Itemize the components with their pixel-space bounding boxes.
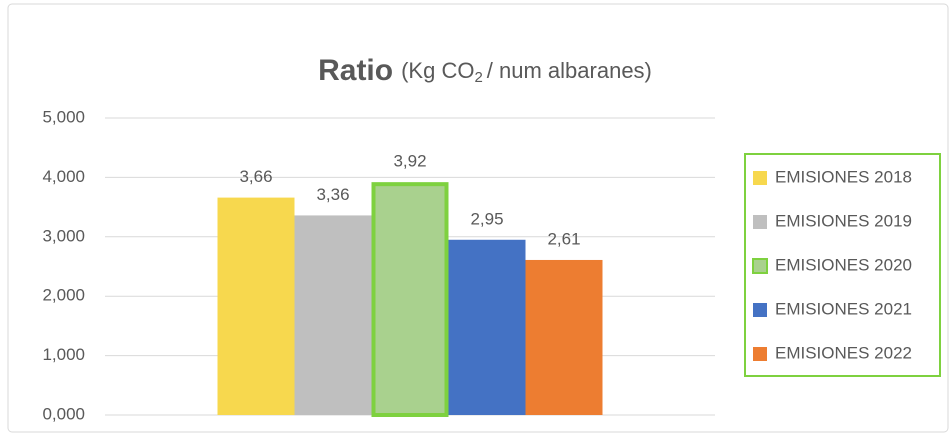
legend-label: EMISIONES 2020 xyxy=(775,255,912,274)
y-tick-label: 0,000 xyxy=(42,404,85,423)
bar xyxy=(371,182,449,417)
legend-label: EMISIONES 2022 xyxy=(775,343,912,362)
data-label: 2,95 xyxy=(470,209,503,228)
bar xyxy=(217,197,295,415)
title-main: Ratio xyxy=(318,54,393,87)
legend-swatch xyxy=(753,215,767,229)
bar xyxy=(525,259,603,415)
legend-swatch xyxy=(753,347,767,361)
data-label: 3,66 xyxy=(239,167,272,186)
bar xyxy=(294,215,372,415)
legend-label: EMISIONES 2018 xyxy=(775,167,912,186)
legend-label: EMISIONES 2021 xyxy=(775,299,912,318)
y-tick-label: 3,000 xyxy=(42,226,85,245)
y-tick-label: 2,000 xyxy=(42,286,85,305)
legend-label: EMISIONES 2019 xyxy=(775,211,912,230)
legend-swatch xyxy=(753,303,767,317)
title-unit: (Kg CO xyxy=(401,58,474,83)
data-label: 3,92 xyxy=(393,152,426,171)
y-tick-label: 4,000 xyxy=(42,167,85,186)
chart-title: Ratio (Kg CO2 / num albaranes) xyxy=(318,54,652,87)
legend-swatch xyxy=(753,171,767,185)
data-label: 3,36 xyxy=(316,185,349,204)
title-unit-end: / num albaranes) xyxy=(487,58,652,83)
title-subscript: 2 xyxy=(474,69,482,86)
bar xyxy=(448,239,526,415)
y-tick-label: 1,000 xyxy=(42,345,85,364)
data-label: 2,61 xyxy=(547,229,580,248)
legend-swatch xyxy=(752,258,768,274)
y-tick-label: 5,000 xyxy=(42,107,85,126)
legend-box xyxy=(744,153,941,377)
